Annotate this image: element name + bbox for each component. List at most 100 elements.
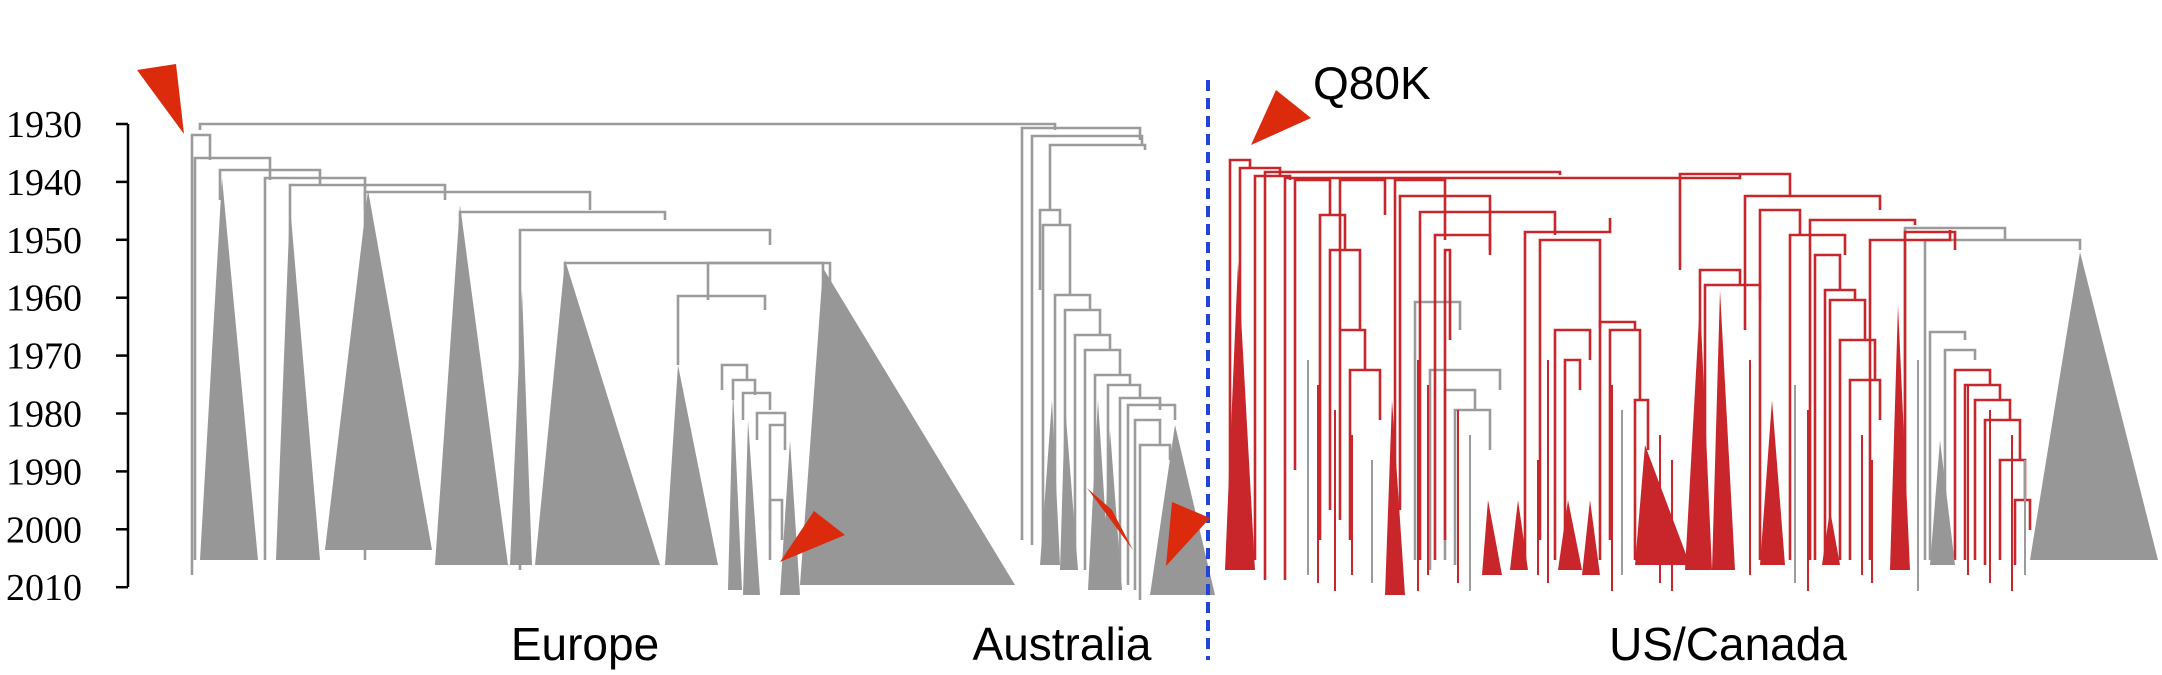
tree-branch: [1413, 300, 1462, 560]
mutation-arrow-marker: [780, 511, 845, 562]
collapsed-clade-q80k: [1225, 262, 1255, 570]
tree-branch: [741, 391, 772, 420]
tree-branch: [1433, 233, 1492, 560]
collapsed-clade: [276, 205, 320, 560]
year-tick-label: 2000: [6, 509, 82, 551]
tree-branch: [1928, 330, 1967, 560]
tree-branch: [1453, 408, 1492, 565]
tree-branch: [1848, 378, 1882, 560]
collapsed-clade-q80k: [1890, 305, 1910, 570]
collapsed-clade: [510, 290, 532, 565]
collapsed-clade: [1930, 440, 1955, 565]
tree-branch: [1083, 348, 1122, 570]
collapsed-clade-q80k: [1635, 445, 1690, 565]
tree-branch: [1823, 288, 1857, 560]
tree-branch: [1828, 298, 1867, 560]
tree-branch: [1053, 293, 1092, 560]
collapsed-clade-q80k: [1760, 400, 1785, 565]
region-label-europe: Europe: [511, 618, 659, 670]
collapsed-clade: [325, 190, 432, 550]
collapsed-clade: [2030, 252, 2158, 560]
tree-branch: [1838, 338, 1877, 560]
q80k-callout-label: Q80K: [1313, 57, 1431, 109]
tree-branch: [676, 294, 767, 365]
year-tick-label: 1990: [6, 451, 82, 493]
tree-branch: [1393, 178, 1447, 555]
mutation-arrow-marker: [1087, 488, 1133, 550]
tree-branch: [1126, 403, 1177, 585]
tree-branch: [1523, 218, 1612, 560]
tree-branch: [1633, 398, 1650, 560]
tree-branch: [1041, 223, 1072, 560]
tree-branch: [2013, 498, 2032, 565]
collapsed-clade: [728, 390, 742, 590]
collapsed-clade: [1060, 405, 1078, 570]
tree-branches-wildtype: [190, 122, 2082, 600]
tree-branch: [198, 122, 1057, 130]
year-axis: 1930 1940 1950 1960 1970 1980 1990 2000 2010: [6, 104, 130, 609]
tree-branch: [1293, 178, 1332, 470]
year-tick-label: 1970: [6, 336, 82, 378]
tree-branch: [768, 498, 784, 560]
tree-branch: [1868, 230, 1952, 560]
collapsed-clade: [1040, 400, 1060, 565]
tree-branch: [1443, 248, 1452, 540]
tree-branch: [1073, 333, 1112, 565]
tree-branches-q80k: [1228, 158, 2032, 591]
tree-branch: [1983, 418, 2022, 565]
tree-branch: [1743, 194, 1882, 330]
tree-branch: [768, 423, 787, 530]
tree-branch: [1678, 172, 1792, 270]
collapsed-clade: [435, 205, 508, 565]
tree-branch: [190, 133, 212, 575]
year-tick-label: 1930: [6, 104, 82, 146]
collapsed-clade-q80k: [1712, 290, 1735, 570]
tree-branch: [1598, 320, 1637, 560]
collapsed-clade-q80k: [1558, 500, 1582, 570]
collapsed-clade-q80k: [1482, 500, 1502, 575]
collapsed-clade: [665, 365, 718, 565]
mutation-arrow-marker: [1251, 90, 1311, 145]
tree-branch: [1963, 383, 2002, 560]
tree-branch: [1553, 328, 1592, 560]
year-tick-label: 1940: [6, 162, 82, 204]
mutation-arrow-marker: [1166, 502, 1210, 566]
tree-branch: [1338, 178, 1387, 330]
collapsed-clade: [743, 420, 760, 595]
collapsed-clade: [800, 268, 1015, 585]
collapsed-clade-q80k: [1582, 500, 1600, 575]
collapsed-clade: [200, 178, 258, 560]
tree-branch: [1758, 208, 1802, 560]
tree-branch: [1328, 248, 1362, 510]
tree-branch: [1538, 238, 1602, 540]
tree-branch: [755, 411, 787, 440]
tree-branch: [1428, 368, 1502, 570]
tree-branch: [1563, 358, 1582, 570]
tree-branch: [1973, 398, 2012, 560]
tree-branch: [1338, 328, 1367, 520]
collapsed-clade-q80k: [1822, 510, 1840, 565]
collapsed-clade-q80k: [1685, 300, 1712, 570]
tree-branch: [1348, 368, 1382, 540]
tree-branch: [1398, 194, 1492, 510]
tree-branch: [1283, 175, 1742, 580]
year-tick-label: 1980: [6, 394, 82, 436]
tree-branch: [1953, 368, 1992, 560]
tree-branch: [720, 363, 749, 390]
year-tick-label: 1960: [6, 278, 82, 320]
collapsed-clade: [535, 260, 660, 565]
year-tick-label: 2010: [6, 567, 82, 609]
collapsed-clades: [200, 178, 2158, 595]
tree-branch: [1813, 253, 1842, 560]
tree-branch: [1903, 230, 1957, 560]
mutation-arrow-marker: [137, 64, 184, 134]
tree-branch: [1418, 210, 1557, 560]
region-label-us-canada: US/Canada: [1609, 618, 1847, 670]
tree-branch: [1020, 126, 1142, 540]
tree-branch: [1923, 238, 2082, 560]
tree-branch: [1228, 158, 1252, 565]
tree-branch: [1943, 348, 1977, 560]
tree-branch: [1138, 443, 1172, 600]
tree-branch: [1133, 418, 1162, 590]
